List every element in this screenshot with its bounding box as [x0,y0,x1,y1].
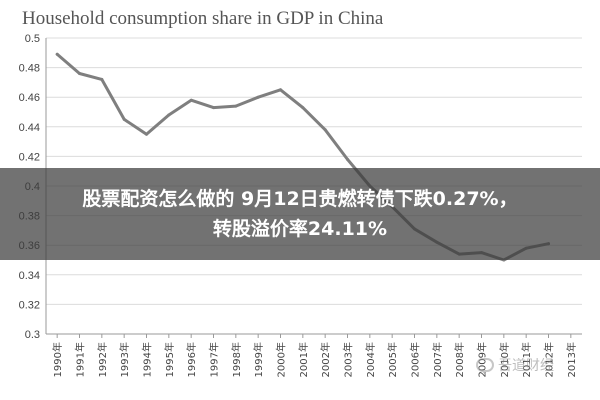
watermark-text: 吾道财经 [498,358,554,374]
x-tick-label: 1994年 [141,342,154,377]
data-point [145,132,148,136]
y-tick-label: 0.5 [25,33,40,45]
x-tick-label: 2013年 [565,342,578,377]
y-tick-label: 0.42 [19,151,40,163]
x-tick-label: 1996年 [185,342,198,377]
data-point [167,113,171,117]
y-tick-label: 0.46 [19,92,40,104]
data-point [122,117,126,121]
x-axis-ticks: 1990年 1991年 1992年 1993年 1994年 1995年 1996年 1997年… [51,334,578,377]
x-tick-label: 1999年 [252,342,265,377]
data-point [55,52,59,56]
data-point [301,106,305,110]
watermark: 吾道财经 [476,355,554,375]
x-tick-label: 1997年 [208,342,221,377]
x-tick-label: 2008年 [453,342,466,377]
chat-bubble-icon [476,358,494,375]
headline-line-2: 转股溢价率24.11% [212,218,388,240]
x-tick-label: 2003年 [342,342,355,377]
y-tick-label: 0.48 [19,63,40,75]
x-tick-label: 1993年 [118,342,131,377]
data-point [78,72,81,75]
y-tick-label: 0.3 [25,329,40,341]
x-tick-label: 2011年 [520,342,533,377]
x-tick-label: 2007年 [431,342,444,377]
data-point [323,128,327,132]
x-tick-label: 1992年 [96,342,109,377]
x-tick-label: 2006年 [409,342,422,377]
x-tick-label: 1991年 [74,342,87,377]
x-tick-label: 1998年 [230,342,243,377]
x-tick-label: 2005年 [386,342,399,377]
data-point [100,77,104,81]
data-point [346,157,349,161]
x-tick-label: 1995年 [163,342,176,377]
data-point [234,104,238,108]
x-tick-label: 2004年 [364,342,377,377]
y-tick-label: 0.32 [19,299,40,311]
x-tick-label: 2001年 [297,342,310,377]
chart-title: Household consumption share in GDP in Ch… [22,8,384,29]
x-tick-label: 1990年 [51,342,64,377]
headline-line-1: 股票配资怎么做的 9月12日贵燃转债下跌0.27%， [82,188,518,210]
data-point [212,106,215,110]
y-tick-label: 0.34 [19,270,40,282]
data-point [189,98,193,102]
y-tick-label: 0.44 [19,122,40,134]
data-point [279,88,282,92]
headline-overlay: 股票配资怎么做的 9月12日贵燃转债下跌0.27%， 转股溢价率24.11% [0,168,600,260]
x-tick-label: 2000年 [275,342,288,377]
data-point [256,95,260,99]
x-tick-label: 2002年 [319,342,332,377]
x-tick-label: 2010年 [498,342,511,377]
x-tick-label: 2012年 [543,342,556,377]
